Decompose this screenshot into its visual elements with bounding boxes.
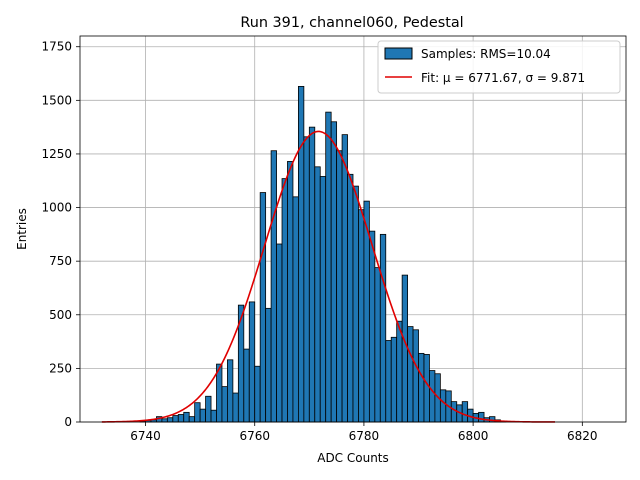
histogram-bar (407, 326, 414, 423)
legend-label-samples: Samples: RMS=10.04 (421, 47, 551, 61)
histogram-bar (270, 150, 277, 423)
histogram-bars (139, 85, 507, 423)
y-tick-label: 1500 (41, 93, 72, 107)
fit-curve-layer (101, 130, 556, 423)
y-tick-label: 1250 (41, 147, 72, 161)
x-tick-label: 6800 (458, 429, 489, 443)
histogram-bar (248, 301, 256, 423)
histogram-bar (450, 401, 458, 423)
histogram-bar (259, 192, 267, 423)
histogram-bar (188, 416, 196, 423)
histogram-bar (418, 352, 425, 423)
histogram-bar (297, 85, 305, 423)
histogram-bar (232, 392, 239, 423)
histogram-bar (314, 166, 321, 423)
histogram-bar (292, 196, 299, 423)
histogram-bar (461, 401, 469, 423)
histogram-bar (347, 173, 354, 423)
x-tick-label: 6740 (130, 429, 161, 443)
histogram-bar (478, 411, 485, 423)
histogram-bar (352, 185, 359, 423)
histogram-bar (199, 408, 206, 423)
x-tick-label: 6780 (349, 429, 380, 443)
histogram-bar (379, 233, 387, 423)
histogram-bar (325, 111, 332, 423)
histogram-bar (429, 370, 436, 423)
histogram-bar (227, 359, 234, 423)
histogram-bar (385, 340, 392, 423)
legend-label-fit: Fit: μ = 6771.67, σ = 9.871 (421, 71, 585, 85)
histogram-bar (341, 134, 348, 423)
histogram-bar (336, 150, 343, 423)
histogram-bar (423, 354, 430, 423)
histogram-bar (368, 230, 376, 423)
x-tick-label: 6760 (239, 429, 270, 443)
histogram-bar (210, 409, 217, 423)
legend: Samples: RMS=10.04 Fit: μ = 6771.67, σ =… (377, 40, 621, 94)
fit-curve (101, 130, 556, 423)
histogram-bar (177, 414, 185, 423)
y-tick-label: 0 (64, 415, 72, 429)
histogram-bar (281, 178, 288, 423)
histogram-bar (308, 126, 316, 423)
y-axis-label: Entries (15, 208, 29, 250)
histogram-bar (265, 307, 272, 423)
y-tick-label: 1750 (41, 40, 72, 54)
histogram-bar (401, 274, 409, 423)
histogram-bar (205, 395, 212, 423)
y-tick-label: 1000 (41, 201, 72, 215)
histogram-bar (390, 336, 398, 423)
histogram-bar (243, 348, 250, 423)
plot-frame (79, 35, 627, 423)
histogram-bar (287, 161, 294, 423)
histogram-bar (358, 209, 365, 423)
histogram-bar (172, 415, 179, 423)
histogram-bar (254, 365, 261, 423)
histogram-bar (374, 267, 381, 423)
histogram-bar (166, 417, 174, 423)
histogram-bar (183, 411, 190, 423)
y-axis-ticks: 0 250 500 750 1000 1250 1500 1750 (41, 40, 80, 429)
legend-frame (377, 40, 621, 94)
histogram-bar (276, 243, 283, 423)
histogram-bar (194, 402, 201, 423)
y-tick-label: 250 (49, 361, 72, 375)
histogram-bar (396, 320, 403, 423)
histogram-bar (439, 389, 447, 423)
x-axis-ticks: 6740 6760 6780 6800 6820 (130, 422, 598, 443)
y-tick-label: 750 (49, 254, 72, 268)
chart-title: Run 391, channel060, Pedestal (240, 15, 463, 31)
histogram-bar (319, 176, 327, 423)
histogram-bar (330, 121, 338, 423)
legend-swatch-samples (384, 47, 413, 60)
histogram-bar (412, 329, 419, 423)
histogram-bar (221, 386, 228, 423)
x-axis-label: ADC Counts (317, 451, 389, 465)
histogram-bar (303, 136, 310, 423)
histogram-bar (161, 418, 168, 423)
y-tick-label: 500 (49, 308, 72, 322)
x-tick-label: 6820 (567, 429, 598, 443)
